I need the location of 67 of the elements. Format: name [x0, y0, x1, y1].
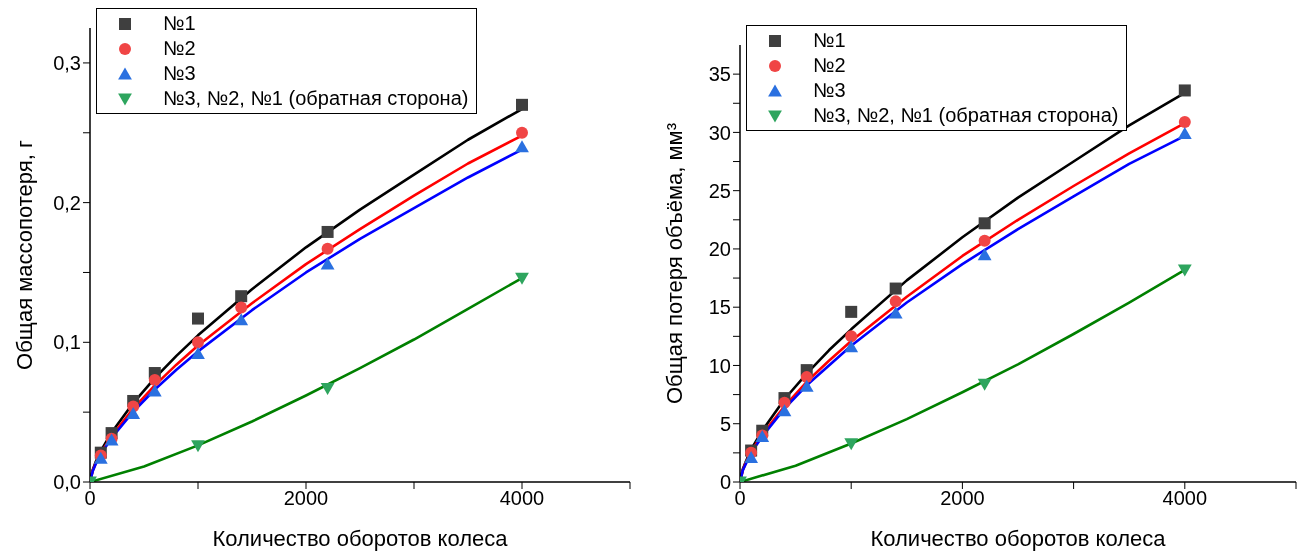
point: [191, 346, 205, 359]
point: [777, 404, 792, 417]
point: [192, 312, 204, 325]
legend-label: №2: [813, 53, 846, 78]
y-tick-label: 0,1: [53, 331, 81, 354]
x-axis-title: Количество оборотов колеса: [212, 526, 509, 551]
y-axis-title: Общая массопотеря, г: [11, 140, 37, 370]
y-tick-label: 20: [708, 238, 731, 261]
point: [321, 242, 334, 255]
point: [516, 126, 528, 139]
point: [126, 406, 141, 419]
point: [148, 374, 161, 387]
point: [235, 301, 248, 314]
point: [516, 98, 528, 111]
y-tick-label: 15: [708, 296, 731, 319]
point: [321, 225, 334, 238]
point: [1177, 264, 1192, 277]
point: [744, 450, 759, 463]
x-axis-title: Количество оборотов колеса: [870, 526, 1167, 551]
point: [1177, 126, 1192, 139]
point: [320, 383, 335, 396]
x-tick-label: 4000: [1162, 487, 1208, 510]
legend-label: №3: [163, 61, 196, 86]
point: [515, 272, 529, 285]
point: [799, 379, 814, 392]
point: [844, 340, 859, 353]
y-tick-label: 35: [708, 63, 731, 86]
point: [1178, 115, 1191, 128]
x-tick-label: 0: [84, 487, 96, 510]
y-tick-label: 0,3: [53, 52, 81, 75]
point: [845, 305, 858, 318]
x-tick-label: 0: [734, 487, 746, 510]
point: [888, 306, 903, 319]
legend-label: №1: [163, 11, 196, 36]
legend-label: №3, №2, №1 (обратная сторона): [163, 86, 469, 111]
legend-label: №1: [813, 28, 846, 53]
point: [889, 295, 902, 308]
point: [977, 378, 992, 391]
point: [977, 248, 992, 261]
x-tick-label: 2000: [283, 487, 329, 510]
x-tick-label: 2000: [940, 487, 985, 510]
point: [1178, 84, 1191, 97]
point: [191, 440, 205, 453]
y-tick-label: 30: [708, 121, 731, 144]
y-tick-label: 0,0: [53, 471, 81, 494]
y-tick-label: 0,2: [53, 191, 81, 214]
point: [844, 438, 859, 451]
point: [845, 330, 858, 343]
y-tick-label: 10: [708, 354, 731, 377]
x-tick-label: 4000: [499, 487, 545, 510]
point: [147, 384, 162, 397]
y-tick-label: 5: [719, 412, 731, 435]
legend-label: №3: [813, 78, 846, 103]
point: [978, 217, 991, 230]
y-tick-label: 0: [719, 471, 731, 494]
point: [192, 336, 204, 349]
point: [515, 140, 529, 153]
legend-label: №2: [163, 36, 196, 61]
y-tick-label: 25: [708, 179, 731, 202]
y-axis-title: Общая потеря объёма, мм³: [661, 122, 687, 405]
point: [320, 257, 335, 270]
point: [235, 290, 248, 303]
point: [978, 234, 991, 247]
point: [889, 282, 902, 295]
point: [234, 313, 249, 326]
legend-label: №3, №2, №1 (обратная сторона): [813, 103, 1119, 128]
point: [800, 371, 813, 384]
